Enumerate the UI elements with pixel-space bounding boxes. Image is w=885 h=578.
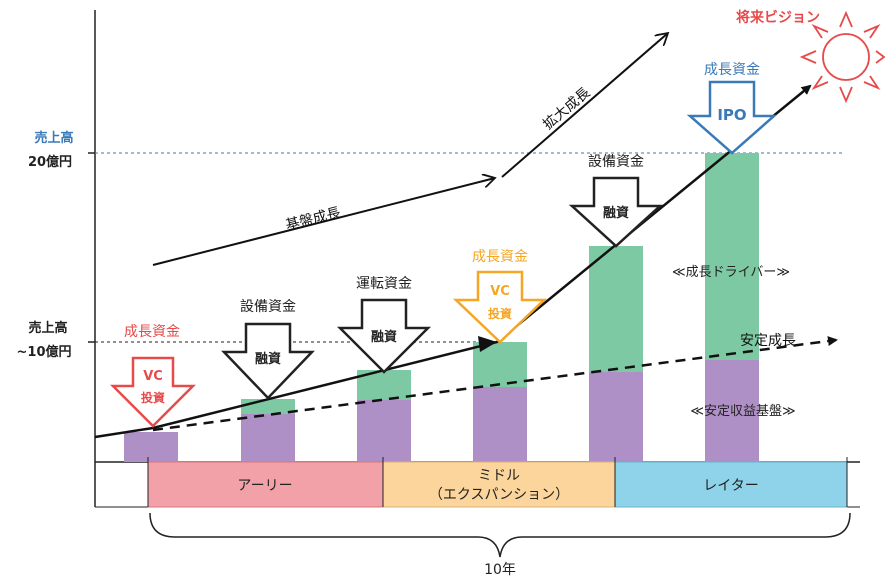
y-label-mid-2: ~10億円 — [17, 344, 72, 360]
funding-arrow-6 — [686, 80, 778, 155]
bars — [124, 153, 759, 462]
funding-arrow-3 — [336, 298, 432, 374]
future-vision-label: 将来ビジョン — [736, 9, 820, 26]
funding-arrow-6-text: IPO — [717, 106, 746, 124]
funding-label-1: 成長資金 — [124, 324, 180, 340]
y-label-mid-1: 売上高 — [28, 320, 67, 336]
stable-growth-arrow — [152, 336, 838, 432]
bar-6-base — [705, 360, 759, 462]
expansion-growth-arrow — [501, 33, 668, 178]
stage-label-middle: ミドル — [478, 468, 520, 484]
label-expansion-growth: 拡大成長 — [540, 85, 593, 133]
bar-6-growth — [705, 153, 759, 360]
funding-arrow-4-text-2: 投資 — [488, 306, 512, 321]
funding-arrow-3-text: 融資 — [371, 329, 397, 345]
funding-label-4: 成長資金 — [472, 249, 528, 265]
funding-arrow-2-text: 融資 — [255, 351, 281, 367]
base-growth-arrow — [152, 178, 495, 266]
bar-3-base — [357, 400, 411, 462]
main-growth-line — [94, 84, 812, 439]
bar-1-base — [124, 432, 178, 462]
bar-5-growth — [589, 246, 643, 372]
stage-label-middle-2: （エクスパンション） — [429, 487, 569, 503]
funding-arrow-2 — [221, 322, 315, 400]
period-label: 10年 — [484, 562, 516, 578]
y-label-high-2: 20億円 — [28, 154, 72, 170]
funding-arrow-1-text-2: 投資 — [141, 390, 165, 405]
bar-2-base — [241, 414, 295, 462]
funding-arrow-1-text-1: VC — [143, 369, 163, 384]
label-stable-growth: 安定成長 — [740, 333, 796, 349]
period-brace — [149, 512, 851, 558]
stage-label-late: レイター — [703, 478, 758, 494]
funding-label-3: 運転資金 — [356, 276, 412, 292]
stage-late — [614, 461, 848, 508]
stage-label-early: アーリー — [237, 478, 292, 494]
note-growth-driver: ≪成長ドライバー≫ — [672, 265, 790, 280]
label-base-growth: 基盤成長 — [284, 204, 342, 234]
funding-arrow-1 — [109, 356, 197, 428]
funding-label-6: 成長資金 — [704, 62, 760, 78]
funding-label-2: 設備資金 — [240, 299, 296, 315]
funding-arrow-5-text: 融資 — [603, 205, 629, 221]
stage-middle — [382, 461, 616, 508]
bar-2-growth — [241, 399, 295, 414]
note-stable-base: ≪安定収益基盤≫ — [690, 404, 795, 419]
funding-label-5: 設備資金 — [588, 154, 644, 170]
funding-arrow-4 — [452, 270, 548, 344]
stage-early — [147, 461, 384, 508]
bar-4-base — [473, 387, 527, 462]
funding-arrow-5 — [568, 176, 664, 248]
bar-5-base — [589, 372, 643, 462]
y-label-high-1: 売上高 — [34, 130, 73, 146]
funding-arrow-4-text-1: VC — [490, 284, 510, 299]
sun-icon — [799, 10, 885, 104]
mid-arrow-head — [478, 336, 497, 352]
